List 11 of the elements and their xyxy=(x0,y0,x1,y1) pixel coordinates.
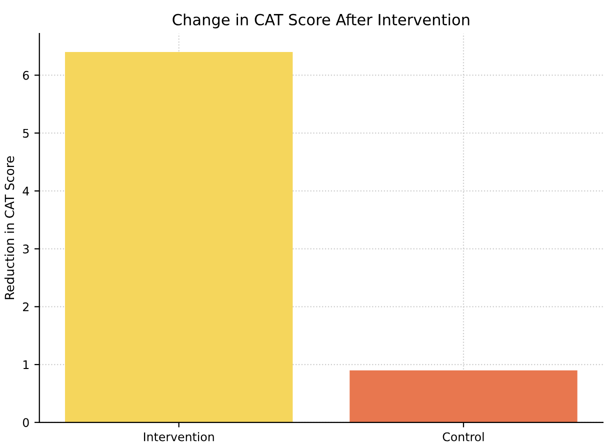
y-tick-label: 5 xyxy=(23,128,29,138)
y-tick-label: 2 xyxy=(23,302,28,312)
y-tick-label: 1 xyxy=(23,360,29,370)
y-tick-label: 0 xyxy=(22,418,29,428)
y-tick-label: 4 xyxy=(22,186,30,196)
x-tick-label: Control xyxy=(442,432,484,442)
chart-title: Change in CAT Score After Intervention xyxy=(172,14,470,28)
y-axis-title: Reduction in CAT Score xyxy=(4,156,14,300)
y-tick-label: 3 xyxy=(23,244,29,254)
x-tick-label: Intervention xyxy=(144,432,214,442)
y-tick-label: 6 xyxy=(22,70,29,80)
